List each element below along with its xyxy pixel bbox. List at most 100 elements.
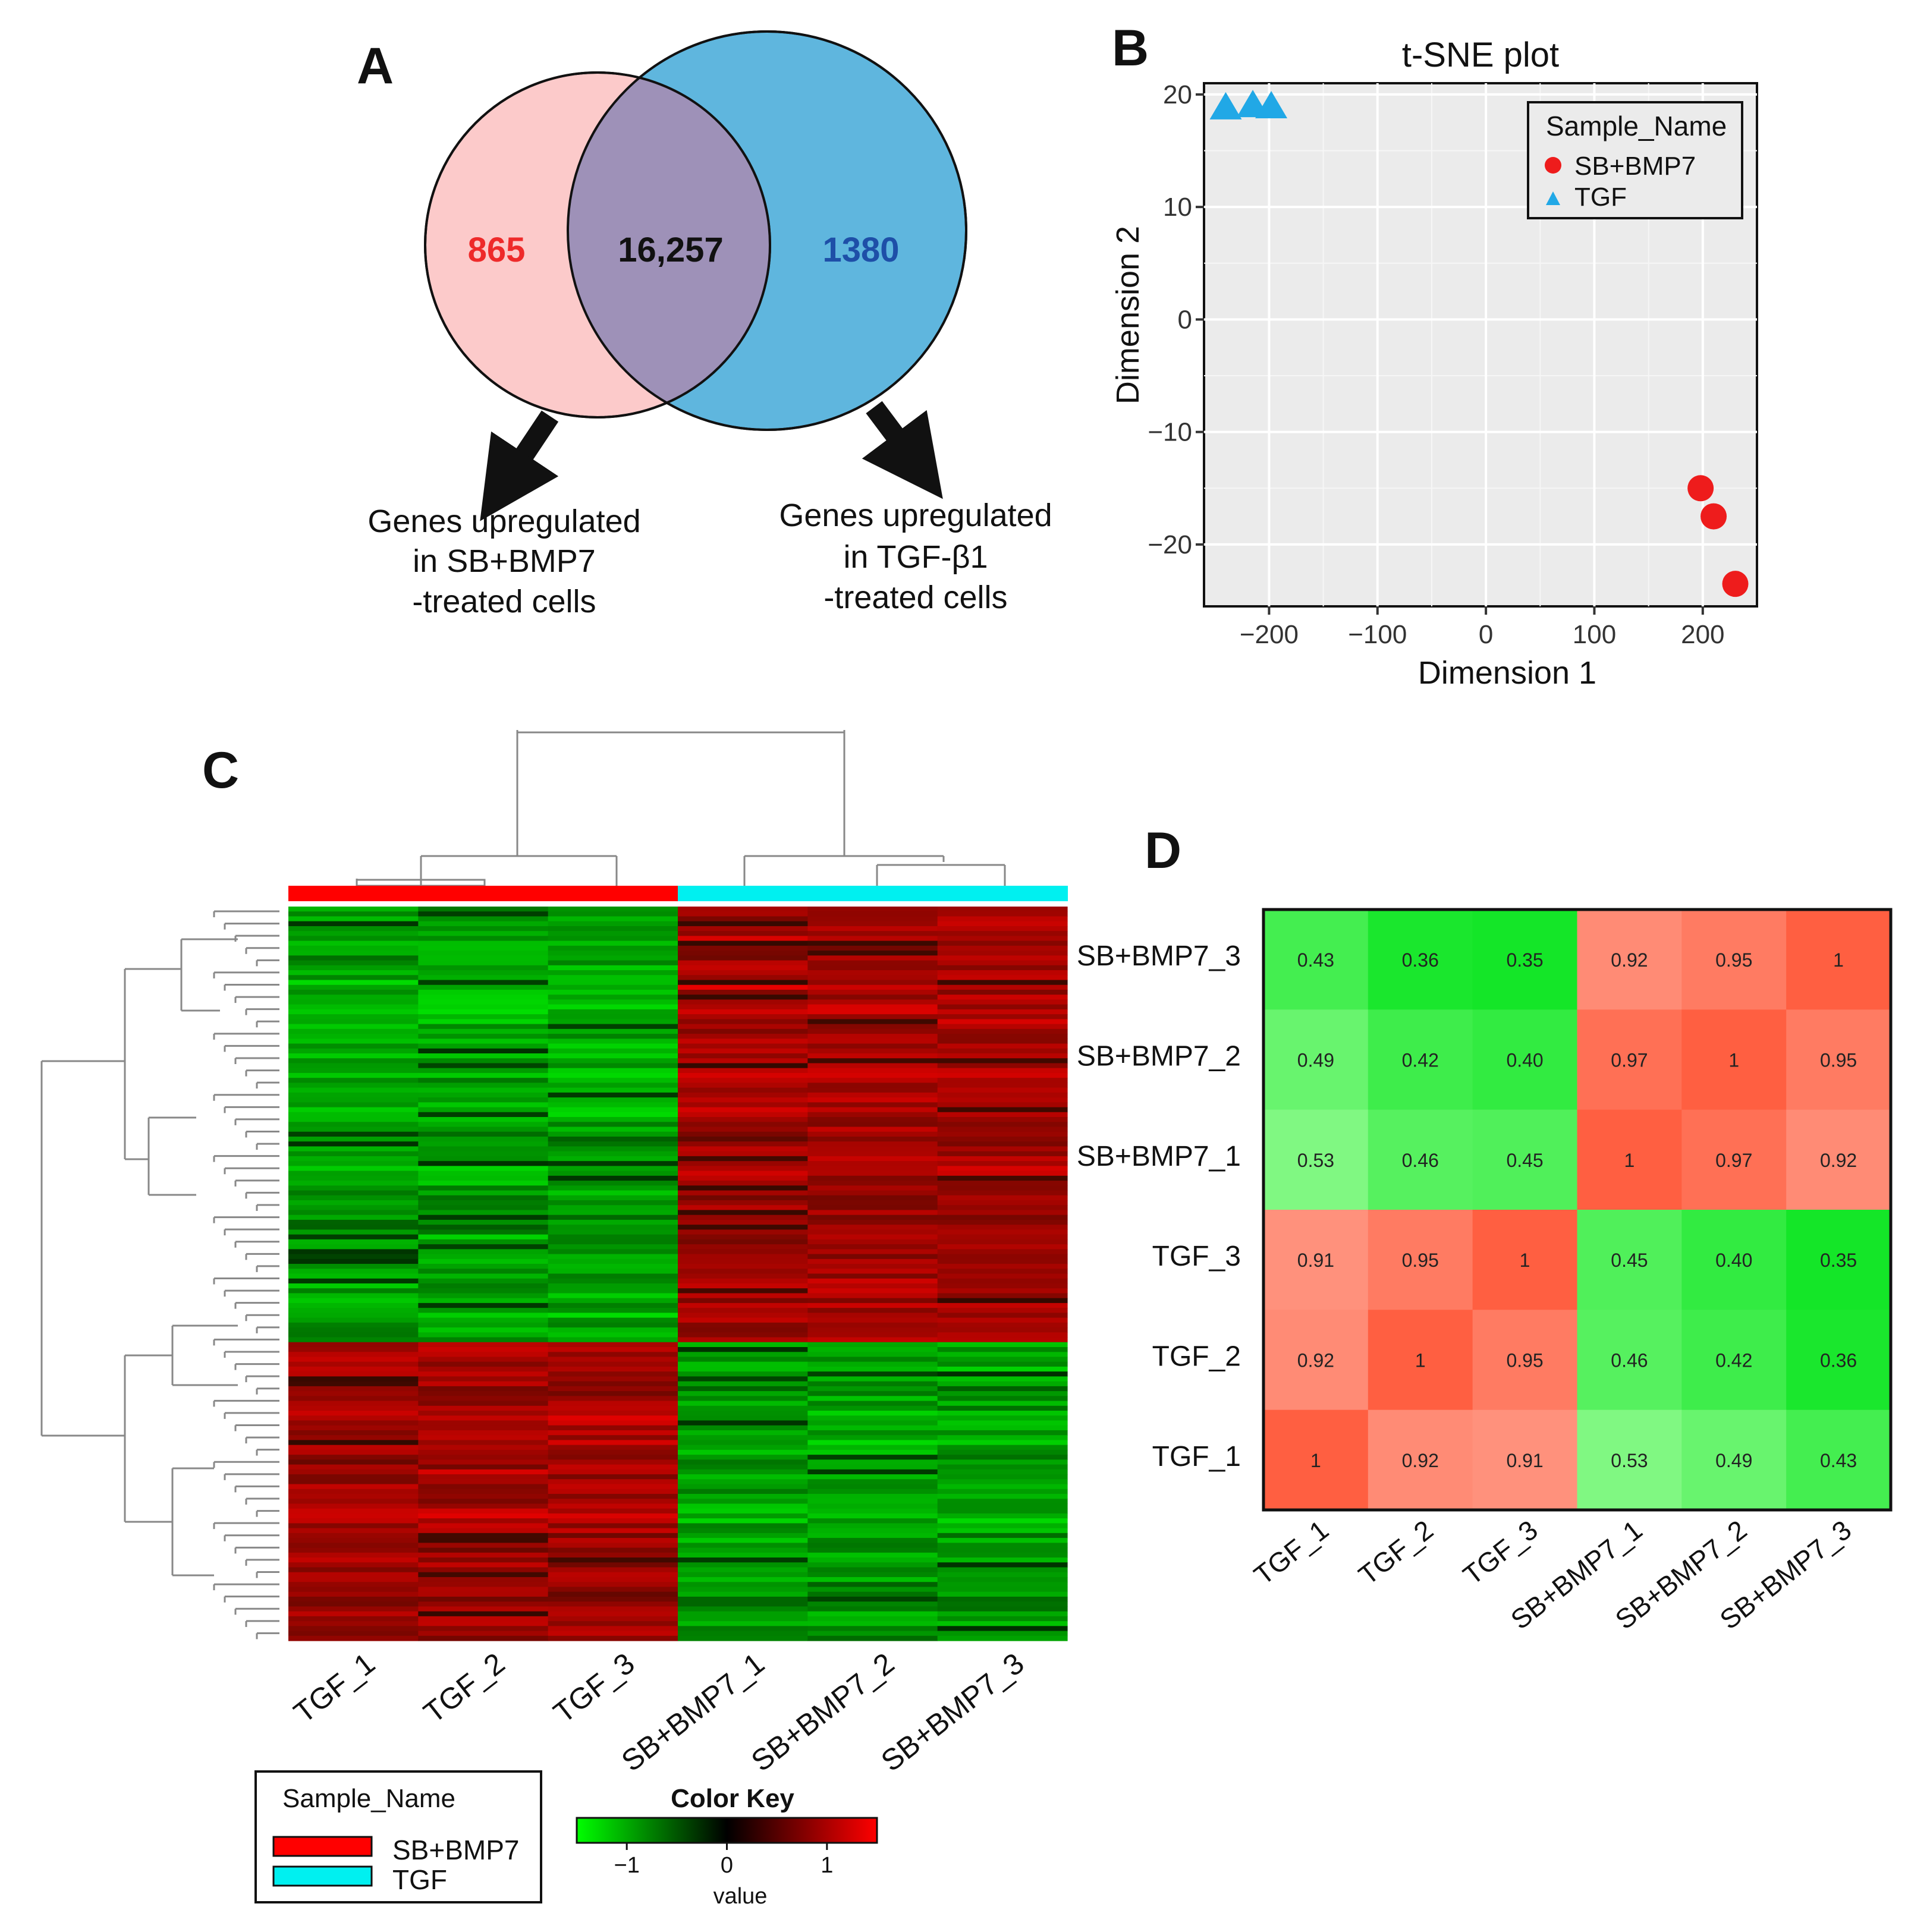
heatmap-cell [937, 1552, 1068, 1558]
heatmap-cell [548, 1063, 678, 1069]
heatmap-column-label: TGF_3 [548, 1647, 641, 1730]
heatmap-cell [807, 1043, 938, 1049]
heatmap-cell [678, 1420, 808, 1426]
heatmap-cell [548, 999, 678, 1005]
heatmap-cell [807, 980, 938, 986]
heatmap-cell [937, 1401, 1068, 1406]
heatmap-cell [678, 1219, 808, 1225]
row-dendrogram-branch [256, 1571, 279, 1578]
heatmap-cell [937, 1063, 1068, 1069]
heatmap-cell [548, 1596, 678, 1602]
heatmap-cell [678, 1170, 808, 1176]
heatmap-cell [418, 1219, 549, 1225]
heatmap-cell [418, 975, 549, 981]
heatmap-cell [288, 1347, 419, 1352]
heatmap-cell [937, 1170, 1068, 1176]
heatmap-column-label: SB+BMP7_1 [615, 1647, 771, 1778]
heatmap-cell [548, 1508, 678, 1514]
venn-right-desc-2: in TGF-β1 [843, 539, 988, 575]
heatmap-cell [807, 1396, 938, 1402]
heatmap-cell [937, 965, 1068, 971]
heatmap-cell [678, 1337, 808, 1343]
heatmap-cell [548, 1127, 678, 1132]
heatmap-cell [288, 1166, 419, 1172]
heatmap-cell [807, 1420, 938, 1426]
heatmap-cell [418, 1039, 549, 1044]
heatmap-cell [807, 1273, 938, 1279]
heatmap-cell [678, 1028, 808, 1034]
heatmap-cell [678, 1582, 808, 1588]
heatmap-cell [937, 1181, 1068, 1186]
heatmap-cell [288, 1587, 419, 1593]
heatmap-cell [937, 1004, 1068, 1010]
heatmap-cell [678, 1258, 808, 1264]
heatmap-cell [678, 1072, 808, 1078]
heatmap-cell [807, 1376, 938, 1382]
heatmap-cell [937, 1547, 1068, 1553]
heatmap-cell [418, 1239, 549, 1245]
heatmap-cell [288, 1337, 419, 1343]
heatmap-cell [937, 960, 1068, 966]
heatmap-cell [937, 1302, 1068, 1308]
correlation-cell-value: 0.35 [1820, 1250, 1857, 1271]
correlation-cell [1786, 910, 1891, 1010]
heatmap-cell [807, 1616, 938, 1622]
heatmap-cell [937, 1136, 1068, 1142]
sample-group-bar-segment [418, 886, 549, 901]
heatmap-cell [807, 911, 938, 917]
heatmap-cell [807, 1254, 938, 1260]
heatmap-cell [418, 1631, 549, 1637]
heatmap-cell [418, 921, 549, 927]
tsne-ytick-label: −10 [1148, 418, 1192, 447]
color-key-tick-label: −1 [614, 1853, 640, 1878]
heatmap-cell [937, 951, 1068, 956]
heatmap-cell [678, 1014, 808, 1020]
heatmap-cell [807, 1170, 938, 1176]
heatmap-cell [548, 1028, 678, 1034]
heatmap-cell [678, 1371, 808, 1377]
correlation-cell-value: 0.40 [1715, 1250, 1752, 1271]
correlation-cell-value: 0.45 [1506, 1150, 1543, 1171]
heatmap-cell [288, 1009, 419, 1015]
heatmap-cell [418, 1019, 549, 1025]
heatmap-cell [288, 1621, 419, 1626]
heatmap-cell [418, 1567, 549, 1573]
heatmap-cell [288, 960, 419, 966]
heatmap-cell [678, 1538, 808, 1543]
correlation-cell-value: 1 [1415, 1350, 1426, 1371]
heatmap-cell [548, 1234, 678, 1240]
heatmap-cell [548, 1043, 678, 1049]
heatmap-column-label: TGF_1 [288, 1647, 381, 1730]
heatmap-cell [937, 1518, 1068, 1524]
heatmap-cell [807, 1626, 938, 1632]
heatmap-cell [288, 1141, 419, 1147]
heatmap-cell [807, 1342, 938, 1348]
heatmap-cell [288, 1455, 419, 1460]
heatmap-cell [548, 980, 678, 986]
heatmap-cell [937, 1273, 1068, 1279]
venn-left-desc-1: Genes upregulated [367, 504, 640, 539]
heatmap-cell [418, 1190, 549, 1196]
heatmap-cell [807, 1435, 938, 1441]
heatmap-cell [807, 1122, 938, 1128]
heatmap-cell [678, 1107, 808, 1113]
heatmap-cell [937, 1411, 1068, 1416]
heatmap-cell [678, 1577, 808, 1582]
heatmap-cell [678, 1552, 808, 1558]
heatmap-cell [548, 1170, 678, 1176]
heatmap-cell [807, 1127, 938, 1132]
heatmap-cell [548, 1474, 678, 1480]
heatmap-cell [288, 1200, 419, 1206]
heatmap-cell [288, 1469, 419, 1475]
correlation-column-labels: TGF_1 TGF_2 TGF_3SB+BMP7_1SB+BMP7_2SB+BMP7… [1248, 1514, 1857, 1635]
correlation-column-label: TGF_3 [1457, 1514, 1544, 1591]
heatmap-cell [548, 1313, 678, 1319]
heatmap-cell [548, 1014, 678, 1020]
heatmap-cell [288, 1449, 419, 1455]
heatmap-cell [418, 1127, 549, 1132]
heatmap-cell [418, 1616, 549, 1622]
tsne-xtick-label: 200 [1681, 620, 1724, 649]
heatmap-cell [288, 1543, 419, 1549]
heatmap-cell [548, 1332, 678, 1338]
heatmap-cell [418, 1112, 549, 1118]
